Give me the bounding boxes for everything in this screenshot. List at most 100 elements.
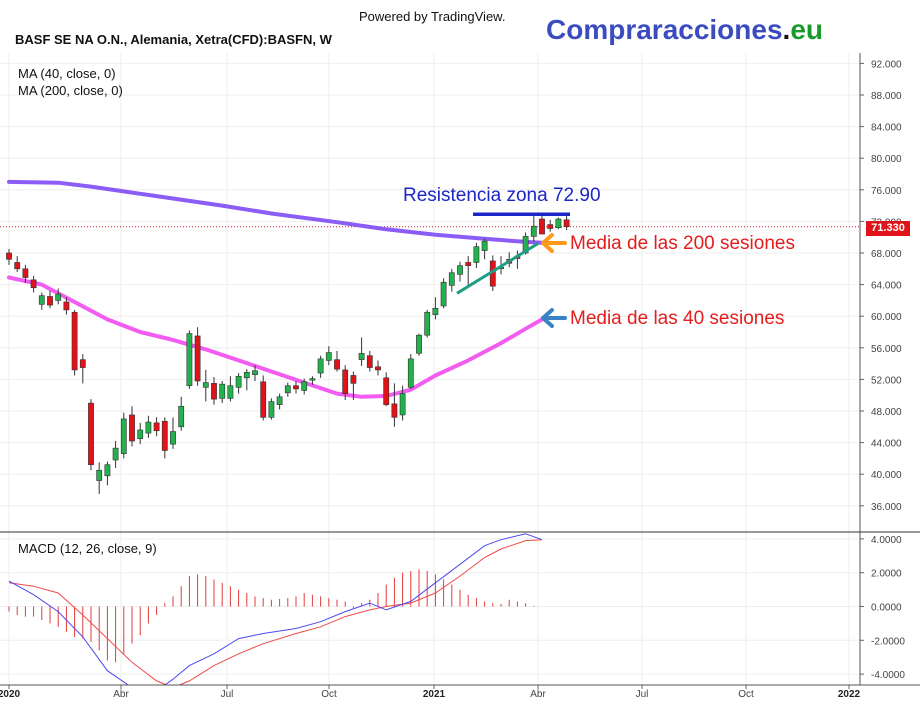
ma200-legend[interactable]: MA (200, close, 0) — [18, 83, 123, 98]
macd-y-tick-label: -2.0000 — [871, 636, 905, 647]
candle-up — [96, 469, 103, 481]
y-tick-label: 92.000 — [871, 59, 902, 70]
candle-down — [14, 262, 21, 270]
candle-up — [317, 358, 324, 374]
candle-up — [530, 225, 537, 237]
ma200-annotation: Media de las 200 sesiones — [570, 233, 795, 254]
arrow-to-ma200 — [541, 233, 567, 253]
candle-down — [366, 355, 373, 368]
candle-up — [243, 371, 250, 379]
macd-legend[interactable]: MACD (12, 26, close, 9) — [18, 541, 157, 556]
axes: 36.000 40.000 44.000 48.000 52.000 56.000 60.0… — [0, 53, 920, 700]
candle-up — [473, 246, 480, 263]
candle-up — [284, 385, 291, 394]
y-tick-label: 64.000 — [871, 281, 902, 292]
x-tick-label: Abr — [530, 689, 546, 700]
brand-dot: . — [782, 14, 791, 45]
candle-down — [47, 296, 53, 306]
candle-up — [416, 334, 422, 354]
last-price-tag: 71.330 — [866, 221, 910, 236]
candle-up — [358, 353, 365, 360]
candle-down — [342, 369, 349, 394]
x-tick-label: Jul — [221, 689, 234, 700]
candle-up — [112, 447, 119, 461]
candle-down — [194, 335, 201, 382]
candle-down — [260, 381, 267, 418]
candle-down — [293, 385, 299, 390]
resistance-annotation: Resistencia zona 72.90 — [403, 185, 601, 206]
ma40-legend[interactable]: MA (40, close, 0) — [18, 66, 116, 81]
candle-down — [391, 403, 398, 418]
candle-up — [227, 385, 234, 399]
candle-up — [252, 370, 258, 375]
brand-tld: eu — [790, 14, 824, 45]
candle-down — [79, 359, 86, 368]
x-tick-label: Oct — [738, 689, 754, 700]
candle-up — [440, 281, 447, 307]
chart-title: BASF SE NA O.N., Alemania, Xetra(CFD):BA… — [15, 32, 332, 47]
candle-up — [38, 295, 45, 305]
macd-line — [8, 533, 543, 685]
candlestick-series — [6, 214, 570, 494]
candle-down — [30, 279, 37, 289]
candle-up — [301, 381, 308, 391]
candle-up — [481, 240, 488, 251]
ma40-annotation: Media de las 40 sesiones — [570, 308, 785, 329]
y-tick-label: 84.000 — [871, 123, 902, 134]
candle-up — [219, 383, 226, 399]
candle-up — [325, 352, 332, 361]
brand-name: Compraracciones — [546, 14, 783, 45]
brand-logo[interactable]: Compraracciones.eu — [546, 14, 823, 46]
annotation-shapes — [456, 212, 570, 328]
candle-up — [457, 265, 463, 275]
candle-down — [383, 377, 390, 405]
y-tick-label: 36.000 — [871, 502, 902, 513]
candle-down — [63, 301, 70, 311]
y-tick-label: 76.000 — [871, 186, 902, 197]
y-tick-label: 40.000 — [871, 470, 902, 481]
candle-up — [407, 358, 414, 388]
candle-up — [276, 396, 283, 405]
y-tick-label: 60.000 — [871, 312, 902, 323]
candle-up — [522, 236, 529, 254]
candle-up — [104, 464, 111, 477]
candle-up — [55, 293, 62, 301]
x-tick-label: Abr — [113, 689, 129, 700]
candle-down — [71, 311, 78, 371]
y-tick-label: 56.000 — [871, 344, 902, 355]
candle-up — [399, 393, 406, 416]
x-tick-label: 2021 — [423, 689, 446, 700]
x-tick-label: Jul — [636, 689, 649, 700]
candle-down — [6, 252, 12, 260]
candle-down — [88, 402, 94, 466]
powered-by-label[interactable]: Powered by TradingView. — [359, 9, 506, 24]
support-trendline — [456, 242, 539, 295]
candle-up — [137, 429, 144, 439]
macd-y-tick-label: 2.0000 — [871, 569, 902, 580]
candle-up — [309, 378, 316, 381]
y-tick-label: 44.000 — [871, 439, 902, 450]
y-tick-label: 52.000 — [871, 375, 902, 386]
candle-up — [448, 272, 455, 286]
candle-up — [235, 375, 242, 388]
candle-up — [145, 421, 152, 434]
candle-down — [539, 218, 545, 235]
candle-down — [547, 224, 554, 229]
macd-signal-line — [8, 539, 543, 685]
macd-y-tick-label: 4.0000 — [871, 535, 902, 546]
candle-down — [375, 366, 381, 371]
candle-up — [202, 382, 209, 388]
macd-y-tick-label: -4.0000 — [871, 670, 905, 681]
candle-down — [22, 268, 29, 278]
x-tick-label: 2020 — [0, 689, 21, 700]
y-tick-label: 68.000 — [871, 249, 902, 260]
macd-y-tick-label: 0.0000 — [871, 603, 902, 614]
x-tick-label: Oct — [321, 689, 337, 700]
x-tick-label: 2022 — [838, 689, 861, 700]
candle-up — [432, 307, 439, 315]
macd-panel — [8, 533, 543, 685]
candle-up — [186, 333, 193, 387]
arrow-to-ma40 — [541, 308, 567, 328]
grid-lines — [0, 53, 860, 685]
